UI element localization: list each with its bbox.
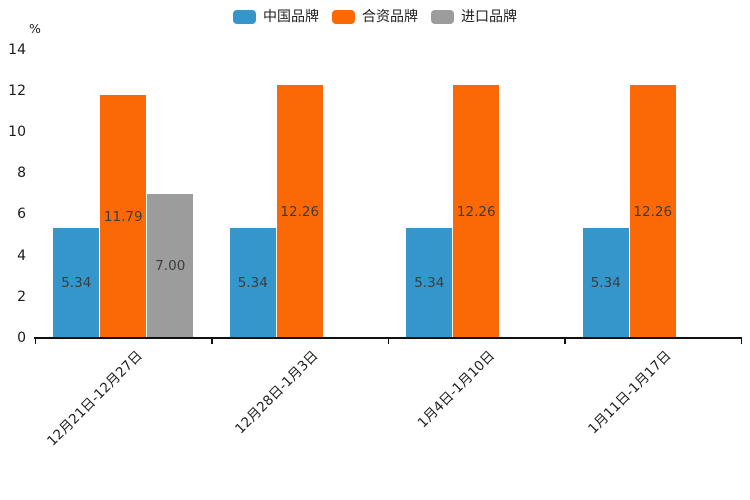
legend-item-中国品牌: 中国品牌 bbox=[233, 8, 319, 26]
bar-合资品牌 bbox=[453, 85, 500, 338]
y-axis-tick-label: 14 bbox=[8, 41, 26, 58]
legend-item-进口品牌: 进口品牌 bbox=[431, 8, 517, 26]
x-axis-label: 12月28日-1月3日 bbox=[232, 347, 322, 438]
bar-value-label: 12.26 bbox=[633, 203, 673, 220]
x-axis-label: 1月4日-1月10日 bbox=[415, 347, 499, 432]
bar-value-label: 5.34 bbox=[414, 274, 445, 291]
bar-中国品牌 bbox=[582, 227, 629, 338]
bar-合资品牌 bbox=[276, 85, 323, 338]
x-axis-tick bbox=[740, 339, 742, 344]
y-axis-tick-label: 10 bbox=[8, 123, 26, 140]
x-axis-tick bbox=[564, 339, 566, 344]
y-axis-tick-label: 12 bbox=[8, 82, 26, 99]
x-axis-tick bbox=[211, 339, 213, 344]
bar-value-label: 5.34 bbox=[237, 274, 268, 291]
bar-合资品牌 bbox=[100, 95, 147, 338]
x-axis-line bbox=[34, 337, 742, 339]
legend-swatch bbox=[332, 10, 355, 24]
y-axis-tick-label: 6 bbox=[17, 206, 26, 223]
legend-label: 中国品牌 bbox=[263, 9, 319, 25]
bar-value-label: 7.00 bbox=[155, 257, 186, 274]
bar-value-label: 5.34 bbox=[590, 274, 621, 291]
y-axis-tick-label: 4 bbox=[17, 247, 26, 264]
bar-value-label: 5.34 bbox=[61, 274, 92, 291]
legend-swatch bbox=[431, 10, 454, 24]
y-axis-tick-label: 0 bbox=[17, 330, 26, 346]
bar-value-label: 12.26 bbox=[280, 203, 320, 220]
bar-进口品牌 bbox=[147, 193, 194, 338]
bar-value-label: 11.79 bbox=[103, 208, 143, 225]
x-axis-tick bbox=[387, 339, 389, 344]
legend-label: 合资品牌 bbox=[362, 9, 418, 25]
legend-label: 进口品牌 bbox=[461, 9, 517, 25]
y-axis-tick-label: 8 bbox=[17, 165, 26, 182]
legend-swatch bbox=[233, 10, 256, 24]
y-axis-unit-label: % bbox=[29, 21, 41, 36]
bar-中国品牌 bbox=[53, 227, 100, 338]
bar-value-label: 12.26 bbox=[456, 203, 496, 220]
x-axis-label: 12月21日-12月27日 bbox=[43, 347, 146, 450]
bar-合资品牌 bbox=[629, 85, 676, 338]
legend-item-合资品牌: 合资品牌 bbox=[332, 8, 418, 26]
y-axis-tick-label: 2 bbox=[17, 288, 26, 305]
bar-中国品牌 bbox=[229, 227, 276, 338]
x-axis-tick bbox=[34, 339, 36, 344]
x-axis-label: 1月11日-1月17日 bbox=[585, 347, 675, 438]
bar-中国品牌 bbox=[406, 227, 453, 338]
chart-legend: 中国品牌 合资品牌 进口品牌 bbox=[0, 8, 750, 26]
